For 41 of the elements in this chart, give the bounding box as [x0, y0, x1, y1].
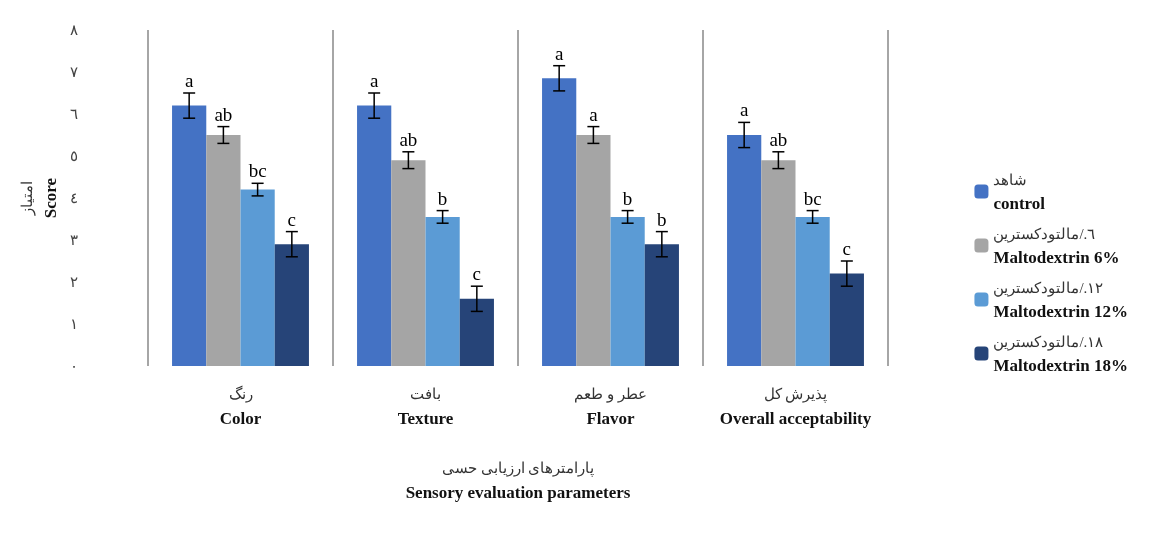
y-tick-label: ٤	[70, 190, 78, 206]
data-label: c	[287, 208, 297, 230]
data-label: c	[472, 263, 482, 285]
bar	[795, 216, 830, 366]
data-label: a	[554, 42, 564, 64]
data-label: ab	[214, 103, 233, 125]
y-tick-label: ٧	[70, 64, 78, 80]
bar	[391, 160, 426, 366]
bar	[542, 78, 577, 366]
bar	[761, 160, 796, 366]
data-label: bc	[248, 160, 267, 182]
y-tick-label: ٨	[70, 22, 78, 38]
data-label: a	[589, 103, 599, 125]
y-tick-label: ٣	[70, 232, 78, 248]
data-label: ab	[399, 128, 418, 150]
bar	[459, 298, 494, 366]
data-label: b	[622, 187, 633, 209]
y-tick-label: ٢	[70, 274, 78, 290]
bar	[829, 273, 864, 366]
y-tick-label: ٥	[70, 148, 78, 164]
y-tick-label: ١	[70, 316, 78, 332]
data-label: c	[842, 238, 852, 259]
bar	[576, 135, 611, 366]
data-label: bc	[803, 187, 822, 209]
bar	[644, 244, 679, 366]
data-label: a	[739, 99, 749, 121]
data-label: b	[657, 208, 667, 230]
bar	[240, 189, 275, 366]
bar	[357, 105, 392, 366]
bar	[172, 105, 207, 366]
bar	[610, 216, 645, 366]
bar	[206, 135, 241, 366]
bar	[425, 216, 460, 366]
bar	[274, 244, 309, 366]
data-label: a	[184, 70, 194, 91]
data-label: a	[369, 70, 379, 91]
data-label: b	[437, 187, 448, 209]
y-tick-label: ٠	[70, 358, 78, 374]
bar	[727, 135, 762, 366]
data-label: ab	[769, 128, 788, 150]
y-tick-label: ٦	[70, 106, 78, 122]
